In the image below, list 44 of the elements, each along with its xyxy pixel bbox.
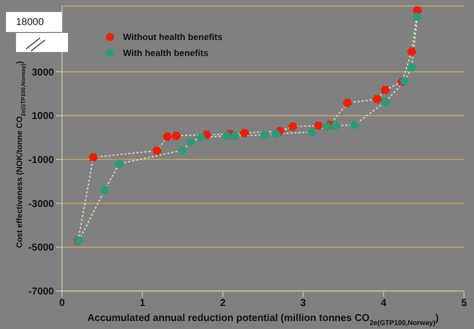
legend-label: With health benefits: [123, 48, 208, 58]
point: [322, 122, 332, 132]
point: [407, 47, 416, 56]
legend-label: Without health benefits: [123, 32, 222, 42]
x-tick-label: 0: [59, 298, 66, 310]
point: [350, 120, 360, 130]
y-tick-label: -7000: [28, 286, 54, 298]
point: [380, 85, 390, 95]
point: [271, 129, 280, 138]
point: [196, 132, 206, 142]
x-axis-title: Accumulated annual reduction potential (million tonnes CO$_{2e(GTP100,Norway)}$): [87, 313, 439, 326]
point: [186, 137, 196, 147]
x-tick-label: 2: [220, 298, 226, 310]
point: [380, 97, 390, 107]
point: [342, 98, 352, 108]
point: [260, 130, 270, 140]
point: [240, 128, 250, 138]
y-tick-label: 1000: [32, 111, 54, 122]
point: [407, 62, 416, 72]
x-tick-label: 3: [300, 298, 306, 310]
y-tick-label: -3000: [28, 198, 54, 210]
y-tick-label: -5000: [28, 242, 54, 254]
y-tick-label: 3000: [32, 67, 54, 78]
y-tick-label: -1000: [28, 155, 54, 166]
point: [172, 131, 181, 140]
point: [152, 146, 162, 156]
x-tick-label: 1: [140, 298, 146, 310]
point: [222, 131, 232, 140]
point: [230, 131, 240, 140]
point: [162, 132, 172, 142]
point: [372, 94, 382, 104]
point: [314, 121, 324, 130]
point: [288, 122, 298, 132]
point: [307, 127, 317, 137]
point: [114, 159, 124, 168]
x-tick-label: 4: [380, 298, 387, 310]
point: [412, 12, 422, 22]
x-tick-label: 5: [461, 298, 468, 310]
text: 18000: [6, 12, 62, 32]
point: [100, 186, 110, 195]
point: [88, 152, 98, 162]
point: [178, 146, 188, 155]
point: [400, 76, 410, 86]
point: [330, 121, 340, 130]
